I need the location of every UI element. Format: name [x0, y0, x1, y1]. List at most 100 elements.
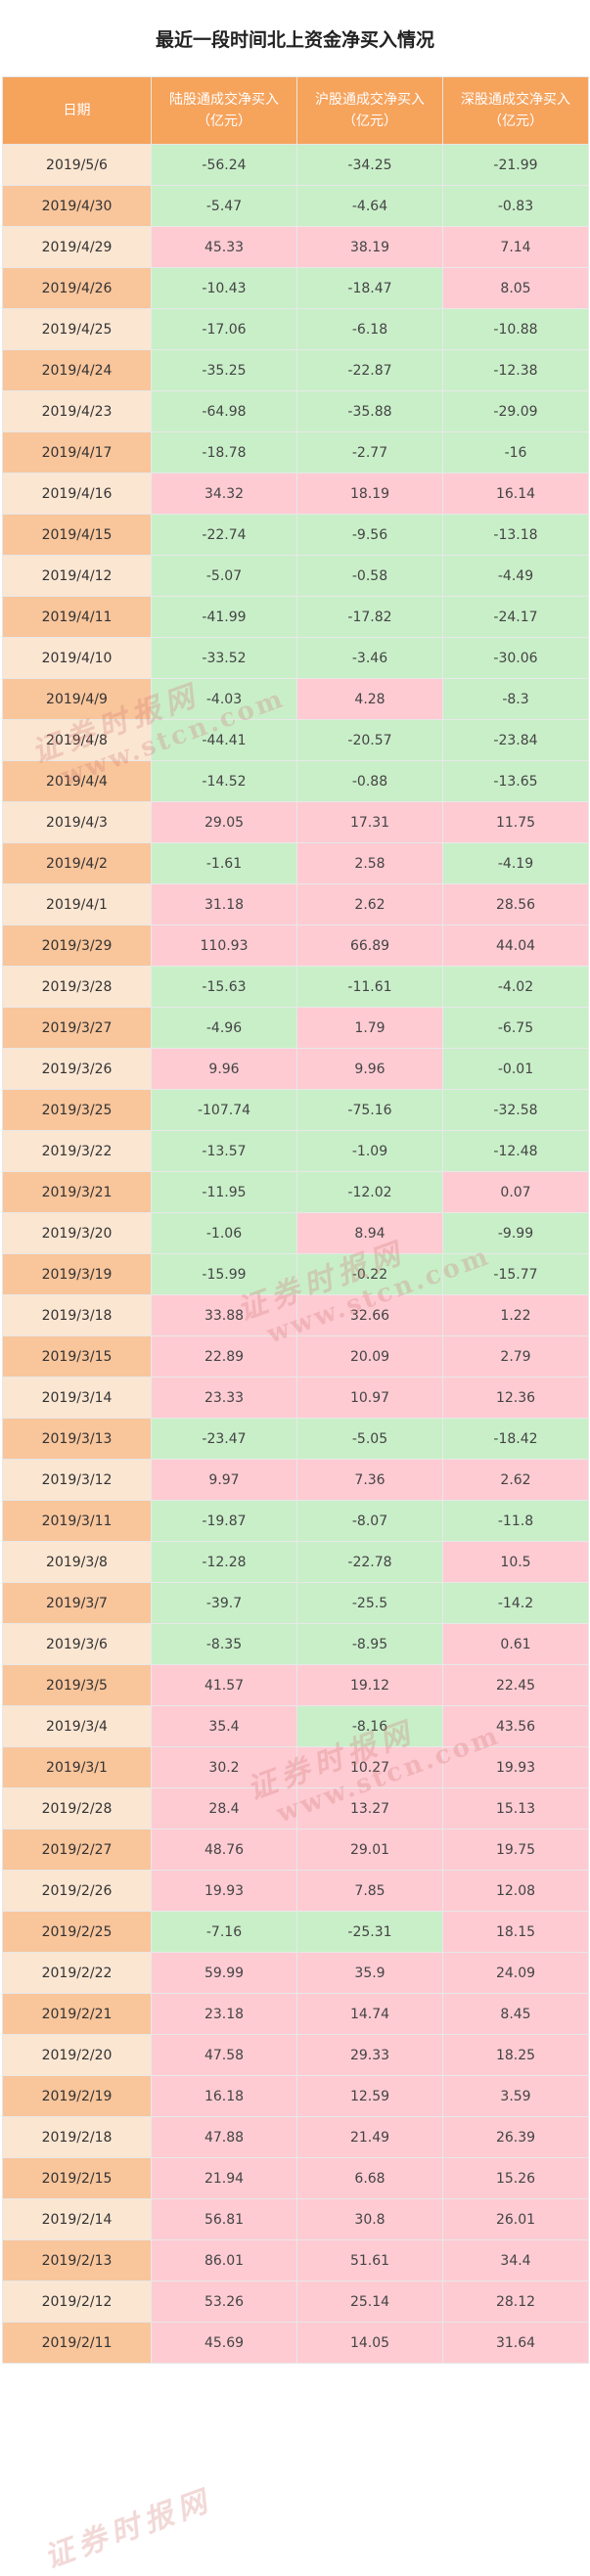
hugu-cell: 29.01: [296, 1829, 443, 1871]
table-row: 2019/4/8 -44.41 -20.57 -23.84: [2, 719, 589, 761]
shengu-cell: -4.02: [442, 966, 589, 1008]
hugu-cell: 8.94: [296, 1212, 443, 1254]
table-row: 2019/4/23 -64.98 -35.88 -29.09: [2, 390, 589, 432]
lugu-cell: 19.93: [151, 1870, 297, 1912]
date-cell: 2019/2/11: [2, 2322, 152, 2364]
shengu-cell: 3.59: [442, 2075, 589, 2117]
table-row: 2019/4/3 29.05 17.31 11.75: [2, 801, 589, 843]
lugu-cell: -15.63: [151, 966, 297, 1008]
table-row: 2019/3/19 -15.99 -0.22 -15.77: [2, 1253, 589, 1295]
shengu-cell: -12.38: [442, 349, 589, 391]
shengu-cell: -29.09: [442, 390, 589, 432]
table-row: 2019/2/26 19.93 7.85 12.08: [2, 1870, 589, 1912]
hugu-cell: -34.25: [296, 144, 443, 186]
lugu-cell: 47.58: [151, 2034, 297, 2076]
lugu-cell: -18.78: [151, 431, 297, 474]
shengu-cell: 2.62: [442, 1459, 589, 1501]
hugu-cell: -25.5: [296, 1582, 443, 1624]
table-row: 2019/4/26 -10.43 -18.47 8.05: [2, 267, 589, 309]
header-lugu-line2: （亿元）: [197, 113, 251, 129]
hugu-cell: -0.88: [296, 760, 443, 802]
date-cell: 2019/2/21: [2, 1993, 152, 2035]
shengu-cell: 22.45: [442, 1664, 589, 1706]
date-cell: 2019/5/6: [2, 144, 152, 186]
table-row: 2019/2/18 47.88 21.49 26.39: [2, 2116, 589, 2158]
hugu-cell: 13.27: [296, 1787, 443, 1830]
table-row: 2019/2/15 21.94 6.68 15.26: [2, 2157, 589, 2199]
shengu-cell: 34.4: [442, 2239, 589, 2282]
lugu-cell: -39.7: [151, 1582, 297, 1624]
date-cell: 2019/4/8: [2, 719, 152, 761]
hugu-cell: 10.27: [296, 1746, 443, 1788]
hugu-cell: 4.28: [296, 678, 443, 720]
lugu-cell: -5.47: [151, 185, 297, 227]
date-cell: 2019/2/25: [2, 1911, 152, 1953]
header-hugu: 沪股通成交净买入 （亿元）: [296, 76, 443, 145]
shengu-cell: 26.39: [442, 2116, 589, 2158]
date-cell: 2019/4/2: [2, 842, 152, 884]
lugu-cell: 53.26: [151, 2281, 297, 2323]
shengu-cell: -16: [442, 431, 589, 474]
table-row: 2019/3/20 -1.06 8.94 -9.99: [2, 1212, 589, 1254]
hugu-cell: -3.46: [296, 637, 443, 679]
table-row: 2019/3/14 23.33 10.97 12.36: [2, 1377, 589, 1419]
shengu-cell: -14.2: [442, 1582, 589, 1624]
date-cell: 2019/4/4: [2, 760, 152, 802]
date-cell: 2019/3/6: [2, 1623, 152, 1665]
date-cell: 2019/3/15: [2, 1335, 152, 1378]
hugu-cell: 21.49: [296, 2116, 443, 2158]
hugu-cell: -9.56: [296, 514, 443, 556]
shengu-cell: 31.64: [442, 2322, 589, 2364]
table-row: 2019/3/25 -107.74 -75.16 -32.58: [2, 1089, 589, 1131]
hugu-cell: 10.97: [296, 1377, 443, 1419]
table-row: 2019/3/21 -11.95 -12.02 0.07: [2, 1171, 589, 1213]
hugu-cell: -35.88: [296, 390, 443, 432]
hugu-cell: 9.96: [296, 1048, 443, 1090]
shengu-cell: 24.09: [442, 1952, 589, 1994]
lugu-cell: 23.18: [151, 1993, 297, 2035]
shengu-cell: -11.8: [442, 1500, 589, 1542]
date-cell: 2019/3/1: [2, 1746, 152, 1788]
hugu-cell: -5.05: [296, 1418, 443, 1460]
lugu-cell: 22.89: [151, 1335, 297, 1378]
table-row: 2019/3/28 -15.63 -11.61 -4.02: [2, 966, 589, 1008]
lugu-cell: 34.32: [151, 473, 297, 515]
hugu-cell: -18.47: [296, 267, 443, 309]
shengu-cell: -32.58: [442, 1089, 589, 1131]
lugu-cell: -107.74: [151, 1089, 297, 1131]
shengu-cell: 1.22: [442, 1294, 589, 1336]
table-row: 2019/2/19 16.18 12.59 3.59: [2, 2075, 589, 2117]
shengu-cell: 18.25: [442, 2034, 589, 2076]
date-cell: 2019/3/28: [2, 966, 152, 1008]
table-row: 2019/2/21 23.18 14.74 8.45: [2, 1993, 589, 2035]
shengu-cell: -6.75: [442, 1007, 589, 1049]
shengu-cell: -4.19: [442, 842, 589, 884]
date-cell: 2019/2/13: [2, 2239, 152, 2282]
shengu-cell: 18.15: [442, 1911, 589, 1953]
hugu-cell: 25.14: [296, 2281, 443, 2323]
lugu-cell: 9.96: [151, 1048, 297, 1090]
shengu-cell: -30.06: [442, 637, 589, 679]
hugu-cell: 20.09: [296, 1335, 443, 1378]
shengu-cell: -18.42: [442, 1418, 589, 1460]
date-cell: 2019/3/19: [2, 1253, 152, 1295]
lugu-cell: -4.96: [151, 1007, 297, 1049]
shengu-cell: 19.75: [442, 1829, 589, 1871]
lugu-cell: 31.18: [151, 883, 297, 926]
shengu-cell: 28.12: [442, 2281, 589, 2323]
lugu-cell: 59.99: [151, 1952, 297, 1994]
lugu-cell: 9.97: [151, 1459, 297, 1501]
table-row: 2019/3/13 -23.47 -5.05 -18.42: [2, 1418, 589, 1460]
hugu-cell: 17.31: [296, 801, 443, 843]
date-cell: 2019/4/10: [2, 637, 152, 679]
shengu-cell: -9.99: [442, 1212, 589, 1254]
hugu-cell: -8.16: [296, 1705, 443, 1747]
table-row: 2019/4/30 -5.47 -4.64 -0.83: [2, 185, 589, 227]
hugu-cell: 7.36: [296, 1459, 443, 1501]
table-row: 2019/4/25 -17.06 -6.18 -10.88: [2, 308, 589, 350]
hugu-cell: 38.19: [296, 226, 443, 268]
lugu-cell: -12.28: [151, 1541, 297, 1583]
northbound-flow-table: 日期 陆股通成交净买入 （亿元） 沪股通成交净买入 （亿元） 深股通成交净买入 …: [2, 76, 589, 2364]
hugu-cell: 12.59: [296, 2075, 443, 2117]
lugu-cell: -1.06: [151, 1212, 297, 1254]
